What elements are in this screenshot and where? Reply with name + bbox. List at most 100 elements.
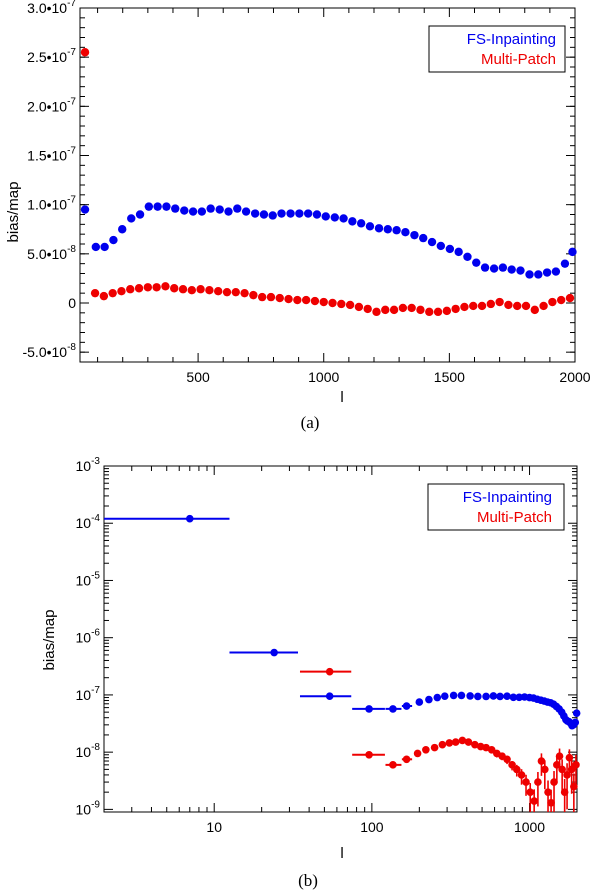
fs-inpainting-point bbox=[224, 207, 233, 216]
y-tick-label: 10-3 bbox=[76, 456, 101, 474]
fs-inpainting-point bbox=[534, 270, 543, 279]
panel-a-caption: (a) bbox=[301, 413, 320, 432]
fs-inpainting-point bbox=[374, 224, 384, 233]
fs-inpainting-point bbox=[241, 207, 251, 216]
multi-patch-point bbox=[170, 284, 179, 293]
y-tick-label: 0 bbox=[68, 295, 76, 311]
fs-inpainting-point bbox=[482, 692, 490, 701]
fs-inpainting-point bbox=[507, 265, 516, 274]
fs-inpainting-point bbox=[365, 705, 373, 713]
fs-inpainting-point bbox=[180, 206, 189, 215]
multi-patch-point bbox=[301, 295, 311, 305]
multi-patch-point bbox=[504, 300, 513, 310]
y-tick-label: 3.0•10-7 bbox=[27, 0, 76, 16]
panel-b-legend-mp: Multi-Patch bbox=[477, 509, 552, 526]
fs-inpainting-point bbox=[457, 691, 466, 700]
y-tick-label: 2.0•10-7 bbox=[27, 96, 76, 114]
fs-inpainting-point bbox=[118, 225, 127, 234]
panel-a-y-axis-label: bias/map bbox=[5, 182, 22, 243]
panel-a: -5.0•10-8 0 5.0•10-8 1.0•10-7 1.5•10-7 2.0•10… bbox=[5, 0, 591, 432]
fs-inpainting-point bbox=[433, 693, 442, 702]
fs-inpainting-point bbox=[454, 247, 463, 257]
fs-inpainting-point bbox=[188, 207, 198, 216]
y-tick-label: 10-7 bbox=[76, 685, 101, 703]
multi-patch-point bbox=[319, 297, 328, 307]
multi-patch-point bbox=[547, 799, 555, 807]
multi-patch-point bbox=[517, 771, 526, 779]
multi-patch-point bbox=[90, 288, 100, 298]
fs-inpainting-point bbox=[415, 698, 424, 706]
fs-inpainting-point bbox=[383, 225, 393, 234]
multi-patch-point bbox=[565, 293, 575, 303]
panel-b-data-points bbox=[104, 514, 581, 812]
multi-patch-point bbox=[231, 287, 240, 297]
x-tick-label: 1000 bbox=[308, 369, 339, 385]
x-tick-label: 10 bbox=[206, 819, 222, 835]
multi-patch-point bbox=[430, 743, 439, 752]
y-tick-label: 1.0•10-7 bbox=[27, 195, 76, 213]
multi-patch-point bbox=[556, 295, 566, 305]
multi-patch-point bbox=[458, 736, 467, 745]
multi-patch-point bbox=[284, 294, 293, 304]
y-tick-label: 10-9 bbox=[76, 799, 101, 817]
panel-b-frame bbox=[103, 465, 578, 813]
fs-inpainting-point bbox=[503, 692, 511, 700]
fs-inpainting-point bbox=[419, 233, 428, 243]
multi-patch-point bbox=[544, 788, 552, 796]
fs-inpainting-point bbox=[427, 237, 437, 247]
fs-inpainting-point bbox=[525, 270, 534, 279]
multi-patch-point bbox=[445, 739, 454, 747]
fs-inpainting-point bbox=[445, 244, 455, 254]
multi-patch-point bbox=[407, 303, 416, 313]
fs-inpainting-point bbox=[295, 209, 304, 218]
multi-patch-point bbox=[425, 307, 434, 317]
fs-inpainting-point bbox=[516, 266, 525, 275]
fs-inpainting-point bbox=[330, 213, 339, 222]
panel-b-legend: FS-Inpainting Multi-Patch bbox=[427, 483, 565, 531]
fs-inpainting-point bbox=[440, 692, 449, 700]
panel-b-y-tick-labels: 10-9 10-8 10-7 10-6 10-5 10-4 10-3 bbox=[76, 456, 101, 817]
fs-inpainting-point bbox=[498, 263, 508, 272]
multi-patch-point bbox=[143, 283, 153, 292]
multi-patch-point bbox=[550, 778, 558, 786]
multi-patch-point bbox=[530, 797, 538, 805]
y-tick-label: 10-8 bbox=[76, 742, 101, 760]
fs-inpainting-point bbox=[277, 209, 286, 218]
multi-patch-point bbox=[365, 750, 373, 759]
multi-patch-point bbox=[402, 755, 411, 764]
fs-inpainting-point bbox=[449, 691, 458, 700]
multi-patch-point bbox=[126, 285, 135, 294]
panel-a-legend-fs: FS-Inpainting bbox=[467, 31, 556, 48]
multi-patch-point bbox=[363, 304, 372, 314]
panel-a-legend: FS-Inpainting Multi-Patch bbox=[428, 25, 566, 73]
fs-inpainting-point bbox=[365, 222, 375, 231]
panel-b-x-axis-label: l bbox=[340, 845, 343, 862]
multi-patch-point bbox=[134, 284, 144, 293]
fs-inpainting-point bbox=[480, 263, 490, 272]
fs-inpainting-point bbox=[286, 209, 295, 218]
multi-patch-point bbox=[398, 303, 408, 313]
fs-inpainting-point bbox=[135, 210, 145, 219]
fs-inpainting-point bbox=[215, 205, 224, 214]
fs-inpainting-point bbox=[162, 202, 171, 211]
panel-a-x-axis-label: l bbox=[340, 389, 343, 406]
multi-patch-point bbox=[416, 305, 425, 315]
fs-inpainting-point bbox=[474, 692, 482, 701]
fs-inpainting-point bbox=[571, 718, 580, 727]
multi-patch-point bbox=[345, 300, 355, 310]
x-tick-label: 500 bbox=[186, 369, 210, 385]
fs-inpainting-point bbox=[250, 209, 260, 218]
multi-patch-point bbox=[196, 285, 205, 294]
multi-patch-point bbox=[325, 667, 334, 676]
multi-patch-point bbox=[555, 752, 564, 760]
fs-inpainting-point bbox=[568, 247, 577, 257]
fs-inpainting-point bbox=[542, 268, 552, 277]
fs-inpainting-point bbox=[496, 692, 504, 701]
x-tick-label: 1000 bbox=[514, 819, 545, 835]
panel-a-axis-ticks bbox=[80, 7, 576, 362]
panel-a-data-points bbox=[80, 48, 577, 317]
fs-inpainting-point bbox=[268, 211, 277, 220]
panel-a-y-tick-labels: -5.0•10-8 0 5.0•10-8 1.0•10-7 1.5•10-7 2.0•10… bbox=[22, 0, 76, 360]
fs-inpainting-point bbox=[312, 210, 322, 219]
